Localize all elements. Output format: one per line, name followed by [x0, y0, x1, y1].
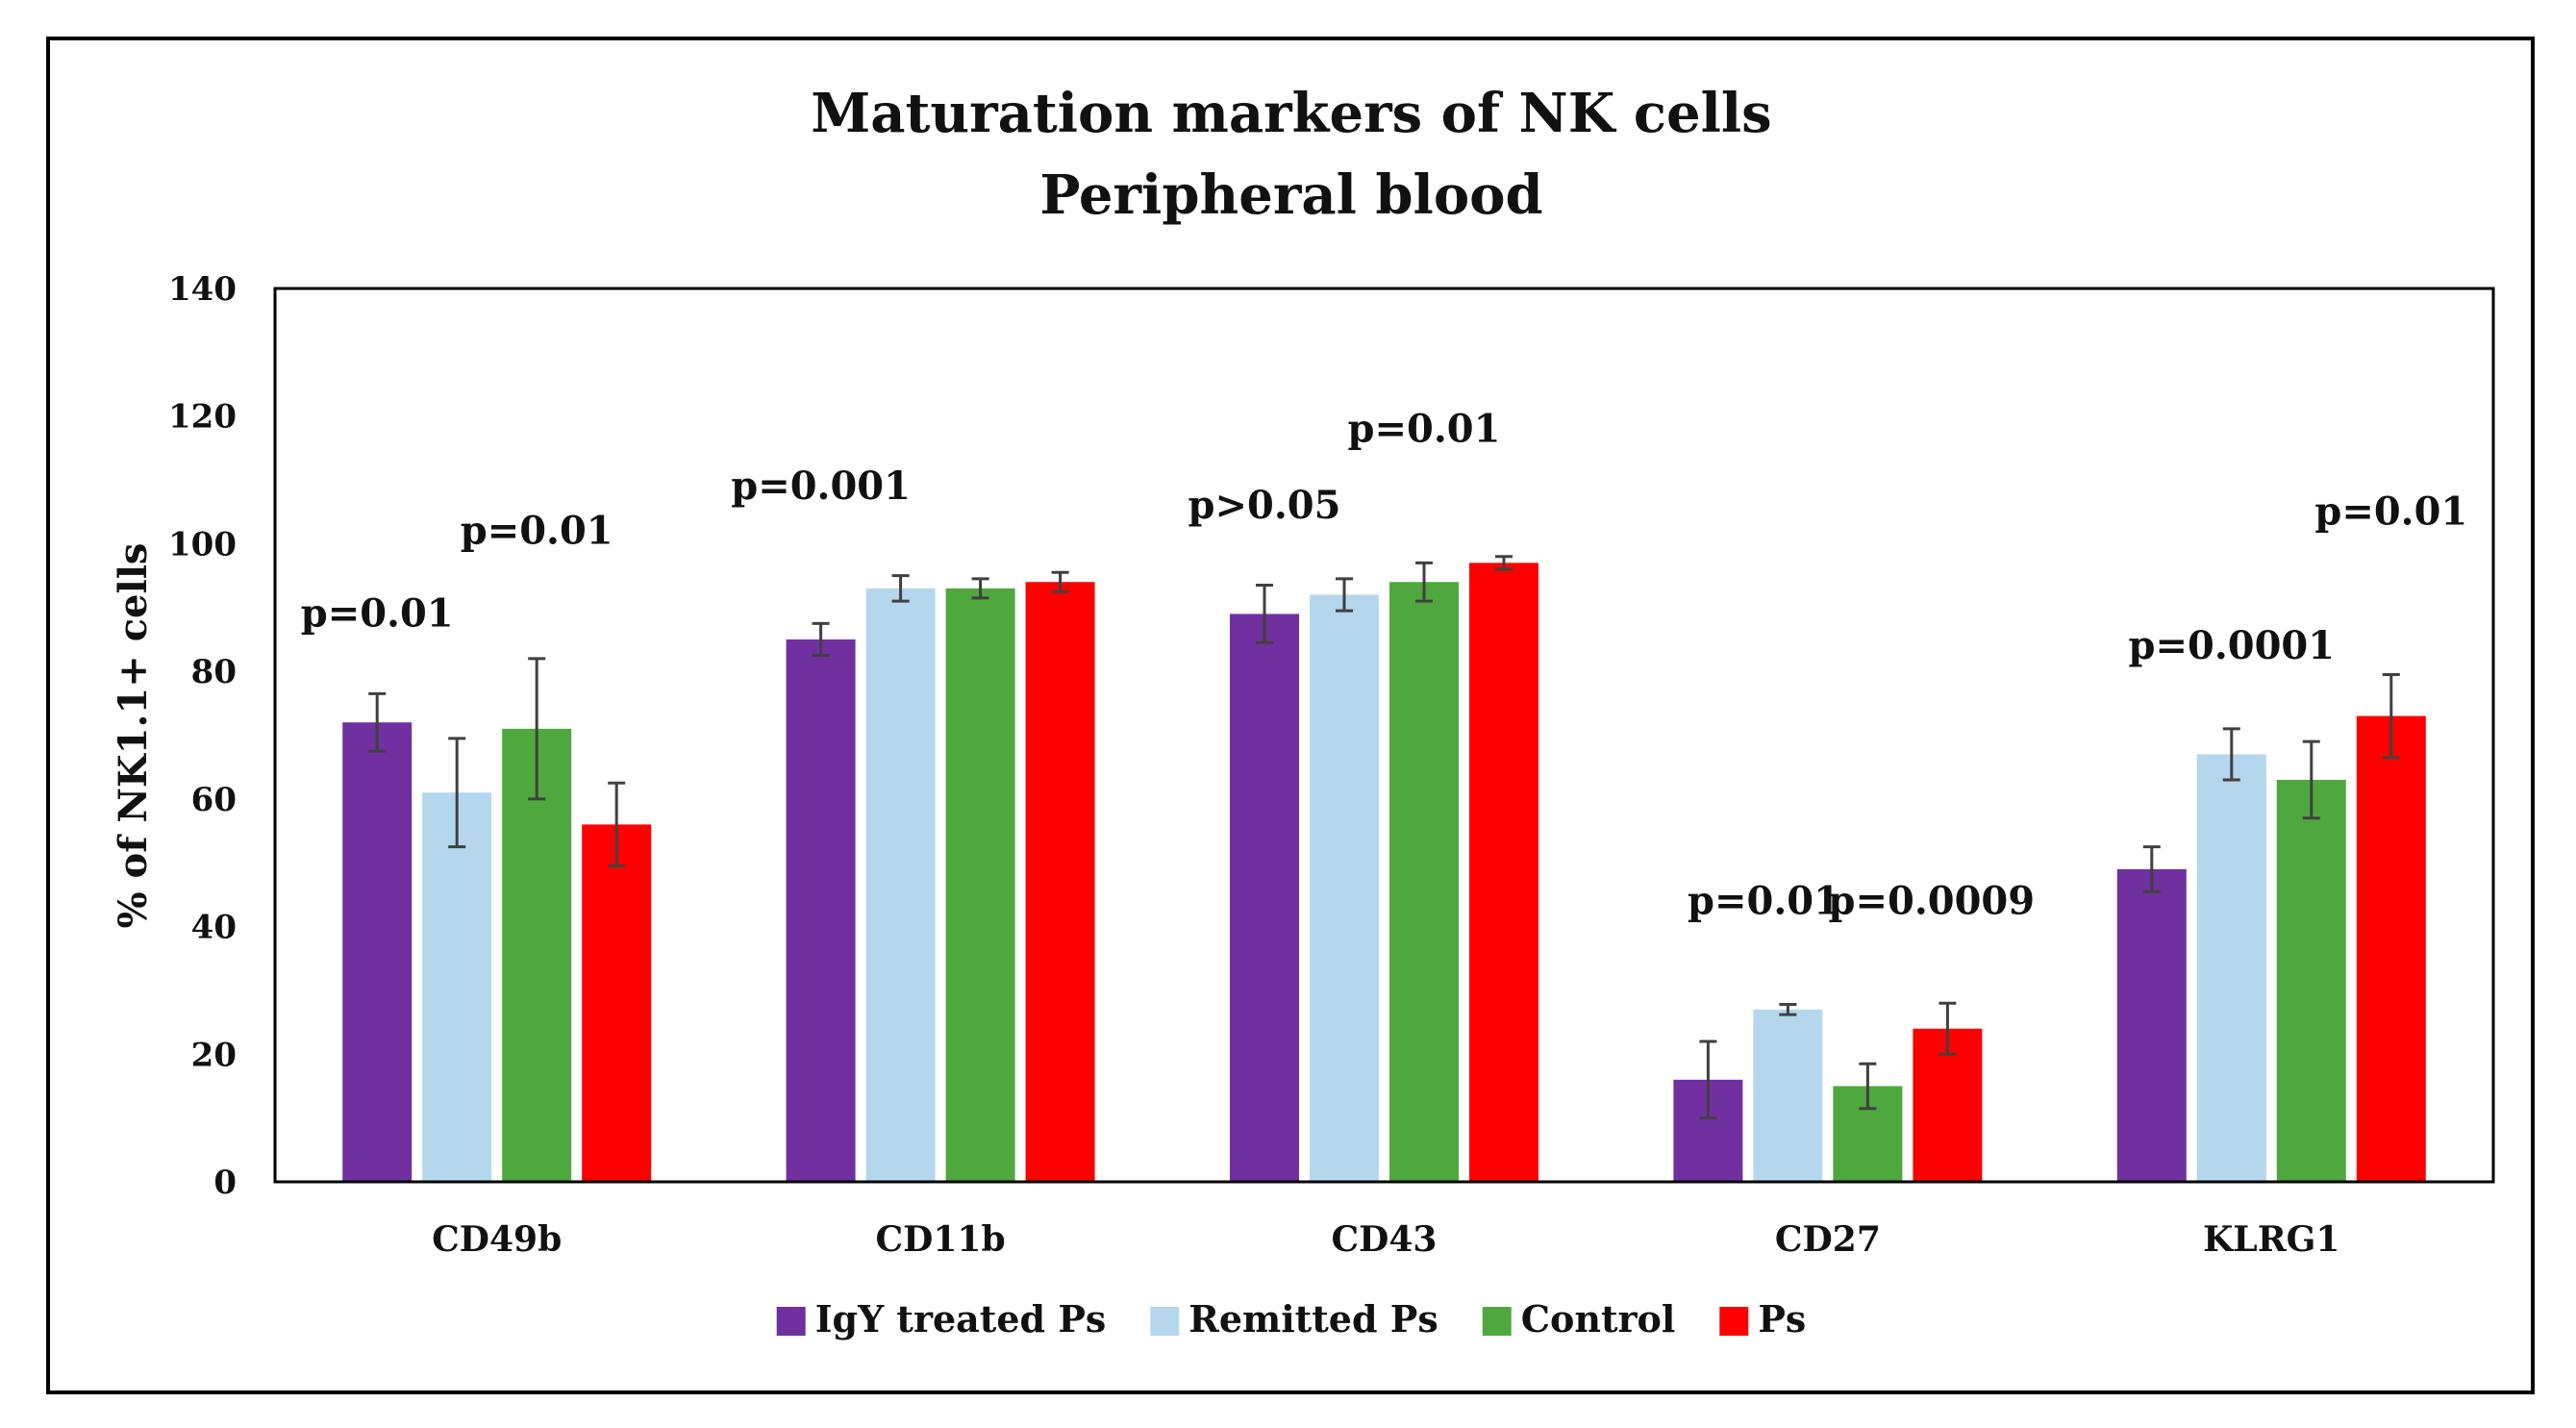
error-bar: [1938, 1001, 1957, 1056]
legend-item-control: Control: [1482, 1297, 1676, 1340]
error-bar: [812, 621, 830, 658]
error-bar: [1051, 570, 1069, 593]
legend-swatch: [1150, 1307, 1180, 1336]
legend-item-remitted-ps: Remitted Ps: [1150, 1297, 1438, 1340]
error-bar: [1336, 577, 1353, 613]
bars: [342, 563, 2426, 1182]
error-bar: [971, 577, 989, 600]
bar-cd49b-ps: [582, 824, 652, 1182]
bar-klrg1-control: [2276, 779, 2346, 1182]
bar-cd49b-igy-treated-ps: [342, 722, 413, 1182]
figure-frame: [46, 37, 2535, 1394]
p-value-label: p=0.001: [731, 463, 911, 509]
legend-label: Ps: [1758, 1297, 1806, 1340]
error-bar: [1256, 584, 1273, 644]
bar-cd49b-remitted-ps: [422, 792, 492, 1182]
error-bar: [1415, 561, 1433, 603]
error-bars: [368, 555, 2400, 1120]
p-value-label: p=0.0001: [2129, 623, 2336, 668]
error-bar: [2142, 845, 2161, 893]
p-value-label: p=0.01: [1348, 406, 1501, 451]
error-bar: [1859, 1062, 1877, 1111]
p-value-label: p=0.01: [1688, 878, 1840, 923]
y-tick-label: 140: [168, 270, 237, 309]
legend-swatch: [776, 1307, 806, 1336]
error-bar: [2222, 727, 2240, 782]
y-tick-label: 80: [191, 653, 237, 691]
bar-klrg1-igy-treated-ps: [2116, 868, 2187, 1182]
bar-cd11b-remitted-ps: [865, 588, 936, 1182]
bar-klrg1-remitted-ps: [2196, 754, 2266, 1182]
p-value-label: p>0.05: [1188, 483, 1341, 528]
y-axis-ticks: 0 20 40 60 80 100 120 140: [168, 270, 237, 1202]
bar-cd49b-control: [502, 728, 572, 1182]
error-bar: [528, 657, 546, 801]
p-value-label: p=0.01: [301, 591, 454, 637]
bar-cd11b-igy-treated-ps: [786, 639, 856, 1182]
category-label-cd49b: CD49b: [432, 1219, 562, 1260]
error-bar: [368, 691, 387, 753]
y-tick-label: 60: [191, 781, 237, 819]
bar-cd43-control: [1389, 582, 1459, 1182]
legend-swatch: [1482, 1307, 1512, 1336]
p-value-label: p=0.01: [461, 508, 613, 553]
bar-cd11b-control: [945, 588, 1015, 1182]
legend-label: Remitted Ps: [1188, 1297, 1438, 1340]
error-bar: [1699, 1040, 1717, 1120]
y-tick-label: 20: [191, 1036, 237, 1074]
chart-title-line-1: Maturation markers of NK cells: [811, 82, 1771, 145]
p-value-label: p=0.0009: [1829, 878, 2036, 923]
legend-swatch: [1719, 1307, 1749, 1336]
error-bar: [2382, 672, 2400, 760]
y-tick-label: 100: [168, 525, 237, 564]
category-label-cd11b: CD11b: [876, 1219, 1006, 1260]
y-tick-label: 120: [168, 398, 237, 437]
error-bar: [1779, 1003, 1797, 1016]
legend-label: IgY treated Ps: [815, 1297, 1107, 1340]
y-axis-label: % of NK1.1+ cells: [111, 543, 156, 929]
error-bar: [1495, 555, 1513, 571]
p-value-annotations: p=0.01p=0.01p=0.001 p>0.05p=0.01p=0.01p=0…: [301, 406, 2468, 923]
bar-cd43-igy-treated-ps: [1230, 614, 1299, 1182]
category-label-cd27: CD27: [1775, 1219, 1881, 1260]
bar-cd11b-ps: [1025, 582, 1095, 1182]
category-label-klrg1: KLRG1: [2203, 1219, 2339, 1260]
chart-title: Maturation markers of NK cells Periphera…: [811, 82, 1771, 227]
y-tick-label: 0: [213, 1164, 237, 1202]
y-tick-label: 40: [191, 909, 237, 947]
legend-item-igy-treated-ps: IgY treated Ps: [776, 1297, 1107, 1340]
chart-title-line-2: Peripheral blood: [1039, 163, 1542, 227]
legend-item-ps: Ps: [1719, 1297, 1806, 1340]
error-bar: [608, 781, 626, 868]
p-value-label: p=0.01: [2314, 489, 2467, 535]
error-bar: [2302, 739, 2320, 820]
bar-cd43-remitted-ps: [1310, 594, 1379, 1182]
plot-area: [273, 287, 2495, 1184]
legend: IgY treated Ps Remitted Ps Control Ps: [776, 1297, 1806, 1340]
bar-cd27-remitted-ps: [1753, 1009, 1823, 1182]
error-bar: [891, 574, 910, 603]
category-labels: CD49b CD11b CD43 CD27 KLRG1: [432, 1219, 2339, 1260]
bar-klrg1-ps: [2356, 715, 2426, 1182]
error-bar: [448, 737, 466, 849]
legend-label: Control: [1521, 1297, 1676, 1340]
category-label-cd43: CD43: [1332, 1219, 1438, 1260]
bar-cd43-ps: [1469, 563, 1538, 1182]
